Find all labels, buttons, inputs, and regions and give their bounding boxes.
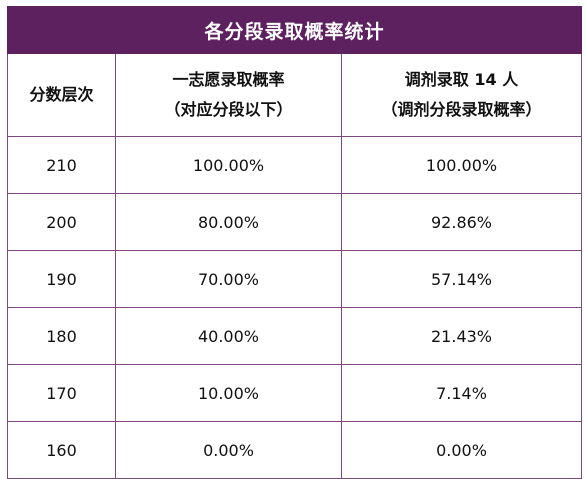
first-choice-cell: 10.00% [115,364,342,422]
header-first-choice-line2: （对应分段以下） [164,100,293,119]
table-row: 190 70.00% 57.14% [7,250,583,308]
table-row: 160 0.00% 0.00% [7,421,583,479]
header-row: 分数层次 一志愿录取概率 （对应分段以下） 调剂录取 14 人 （调剂分段录取概… [7,53,583,137]
table-row: 200 80.00% 92.86% [7,193,583,251]
adjusted-cell: 57.14% [340,250,583,308]
score-cell: 190 [7,250,116,308]
score-cell: 180 [7,307,116,365]
adjusted-cell: 92.86% [340,193,583,251]
admission-probability-table: 各分段录取概率统计 分数层次 一志愿录取概率 （对应分段以下） 调剂录取 14 … [6,6,583,479]
table-row: 210 100.00% 100.00% [7,136,583,194]
table-row: 170 10.00% 7.14% [7,364,583,422]
score-cell: 170 [7,364,116,422]
first-choice-cell: 40.00% [115,307,342,365]
header-first-choice-line1: 一志愿录取概率 [172,70,285,89]
header-score-level: 分数层次 [7,53,116,137]
first-choice-cell: 0.00% [115,421,342,479]
adjusted-cell: 7.14% [340,364,583,422]
first-choice-cell: 80.00% [115,193,342,251]
adjusted-cell: 21.43% [340,307,583,365]
title-row: 各分段录取概率统计 [6,6,583,54]
score-cell: 160 [7,421,116,479]
header-first-choice: 一志愿录取概率 （对应分段以下） [115,53,342,137]
header-adjusted: 调剂录取 14 人 （调剂分段录取概率） [340,53,583,137]
first-choice-cell: 100.00% [115,136,342,194]
adjusted-cell: 100.00% [340,136,583,194]
adjusted-cell: 0.00% [340,421,583,479]
stats-table: 各分段录取概率统计 分数层次 一志愿录取概率 （对应分段以下） 调剂录取 14 … [6,6,583,479]
header-adjusted-line1: 调剂录取 14 人 [404,70,519,89]
score-cell: 200 [7,193,116,251]
table-title: 各分段录取概率统计 [6,6,583,54]
first-choice-cell: 70.00% [115,250,342,308]
table-row: 180 40.00% 21.43% [7,307,583,365]
score-cell: 210 [7,136,116,194]
header-adjusted-line2: （调剂分段录取概率） [381,100,542,119]
